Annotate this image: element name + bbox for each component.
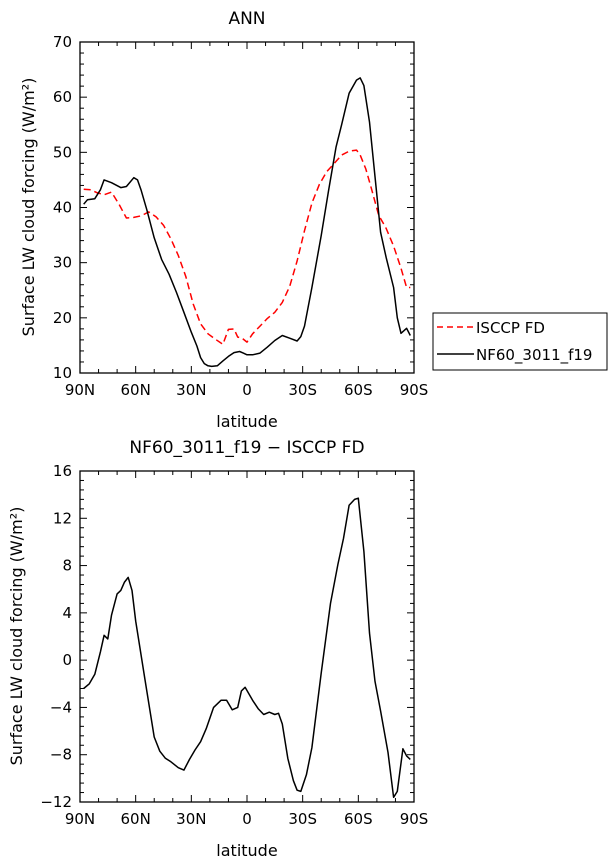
x-tick-label: 30N — [176, 381, 206, 399]
y-tick-label: 40 — [53, 199, 72, 217]
series-line-difference — [83, 497, 411, 799]
x-tick-labels: 90N 60N 30N 0 30S 60S 90S — [65, 381, 428, 399]
x-tick-label: 60N — [121, 810, 151, 828]
x-tick-label: 60S — [344, 810, 373, 828]
x-tick-label: 90N — [65, 810, 95, 828]
y-tick-label: 60 — [53, 88, 72, 106]
plot-frame — [79, 470, 415, 803]
y-tick-label: 50 — [53, 143, 72, 161]
tick-marks — [79, 41, 415, 374]
plot-frame — [79, 41, 415, 374]
data-lines — [83, 77, 411, 368]
series-line-isccp-fd — [83, 149, 411, 346]
y-axis-label: Surface LW cloud forcing (W/m²) — [7, 507, 26, 766]
y-tick-labels: −12 −8 −4 0 4 8 12 16 — [40, 462, 72, 811]
x-tick-label: 90S — [400, 381, 429, 399]
y-tick-label: −12 — [40, 793, 72, 811]
legend: ISCCP FD NF60_3011_f19 — [432, 312, 608, 371]
y-tick-label: 70 — [53, 33, 72, 51]
x-tick-label: 0 — [242, 381, 252, 399]
y-tick-label: 4 — [62, 604, 72, 622]
data-lines — [83, 497, 411, 799]
y-tick-label: 0 — [62, 651, 72, 669]
y-tick-label: 20 — [53, 309, 72, 327]
x-tick-label: 60N — [121, 381, 151, 399]
y-tick-label: 16 — [53, 462, 72, 480]
x-tick-label: 0 — [242, 810, 252, 828]
chart-title: NF60_3011_f19 − ISCCP FD — [129, 438, 364, 458]
y-tick-label: 8 — [62, 557, 72, 575]
y-tick-labels: 10 20 30 40 50 60 70 — [53, 33, 72, 382]
panel-annual-mean: ANN Surface LW cloud forcing (W/m²) lati… — [19, 9, 428, 431]
legend-label-nf60: NF60_3011_f19 — [476, 346, 592, 365]
x-tick-label: 30S — [288, 810, 317, 828]
x-axis-label: latitude — [216, 412, 277, 431]
legend-label-isccp-fd: ISCCP FD — [476, 319, 545, 337]
x-axis-label: latitude — [216, 841, 277, 860]
legend-box — [432, 312, 608, 371]
y-tick-label: 12 — [53, 509, 72, 527]
y-tick-label: −8 — [50, 746, 72, 764]
x-tick-label: 30S — [288, 381, 317, 399]
x-tick-labels: 90N 60N 30N 0 30S 60S 90S — [65, 810, 428, 828]
series-line-nf60-3011-f19 — [83, 77, 411, 368]
panel-difference: NF60_3011_f19 − ISCCP FD Surface LW clou… — [7, 438, 428, 860]
y-tick-label: 30 — [53, 254, 72, 272]
x-tick-label: 60S — [344, 381, 373, 399]
x-tick-label: 90N — [65, 381, 95, 399]
tick-marks — [79, 470, 415, 803]
x-tick-label: 30N — [176, 810, 206, 828]
y-tick-label: 10 — [53, 364, 72, 382]
y-tick-label: −4 — [50, 698, 72, 716]
chart-title: ANN — [228, 9, 265, 29]
x-tick-label: 90S — [400, 810, 429, 828]
y-axis-label: Surface LW cloud forcing (W/m²) — [19, 78, 38, 337]
